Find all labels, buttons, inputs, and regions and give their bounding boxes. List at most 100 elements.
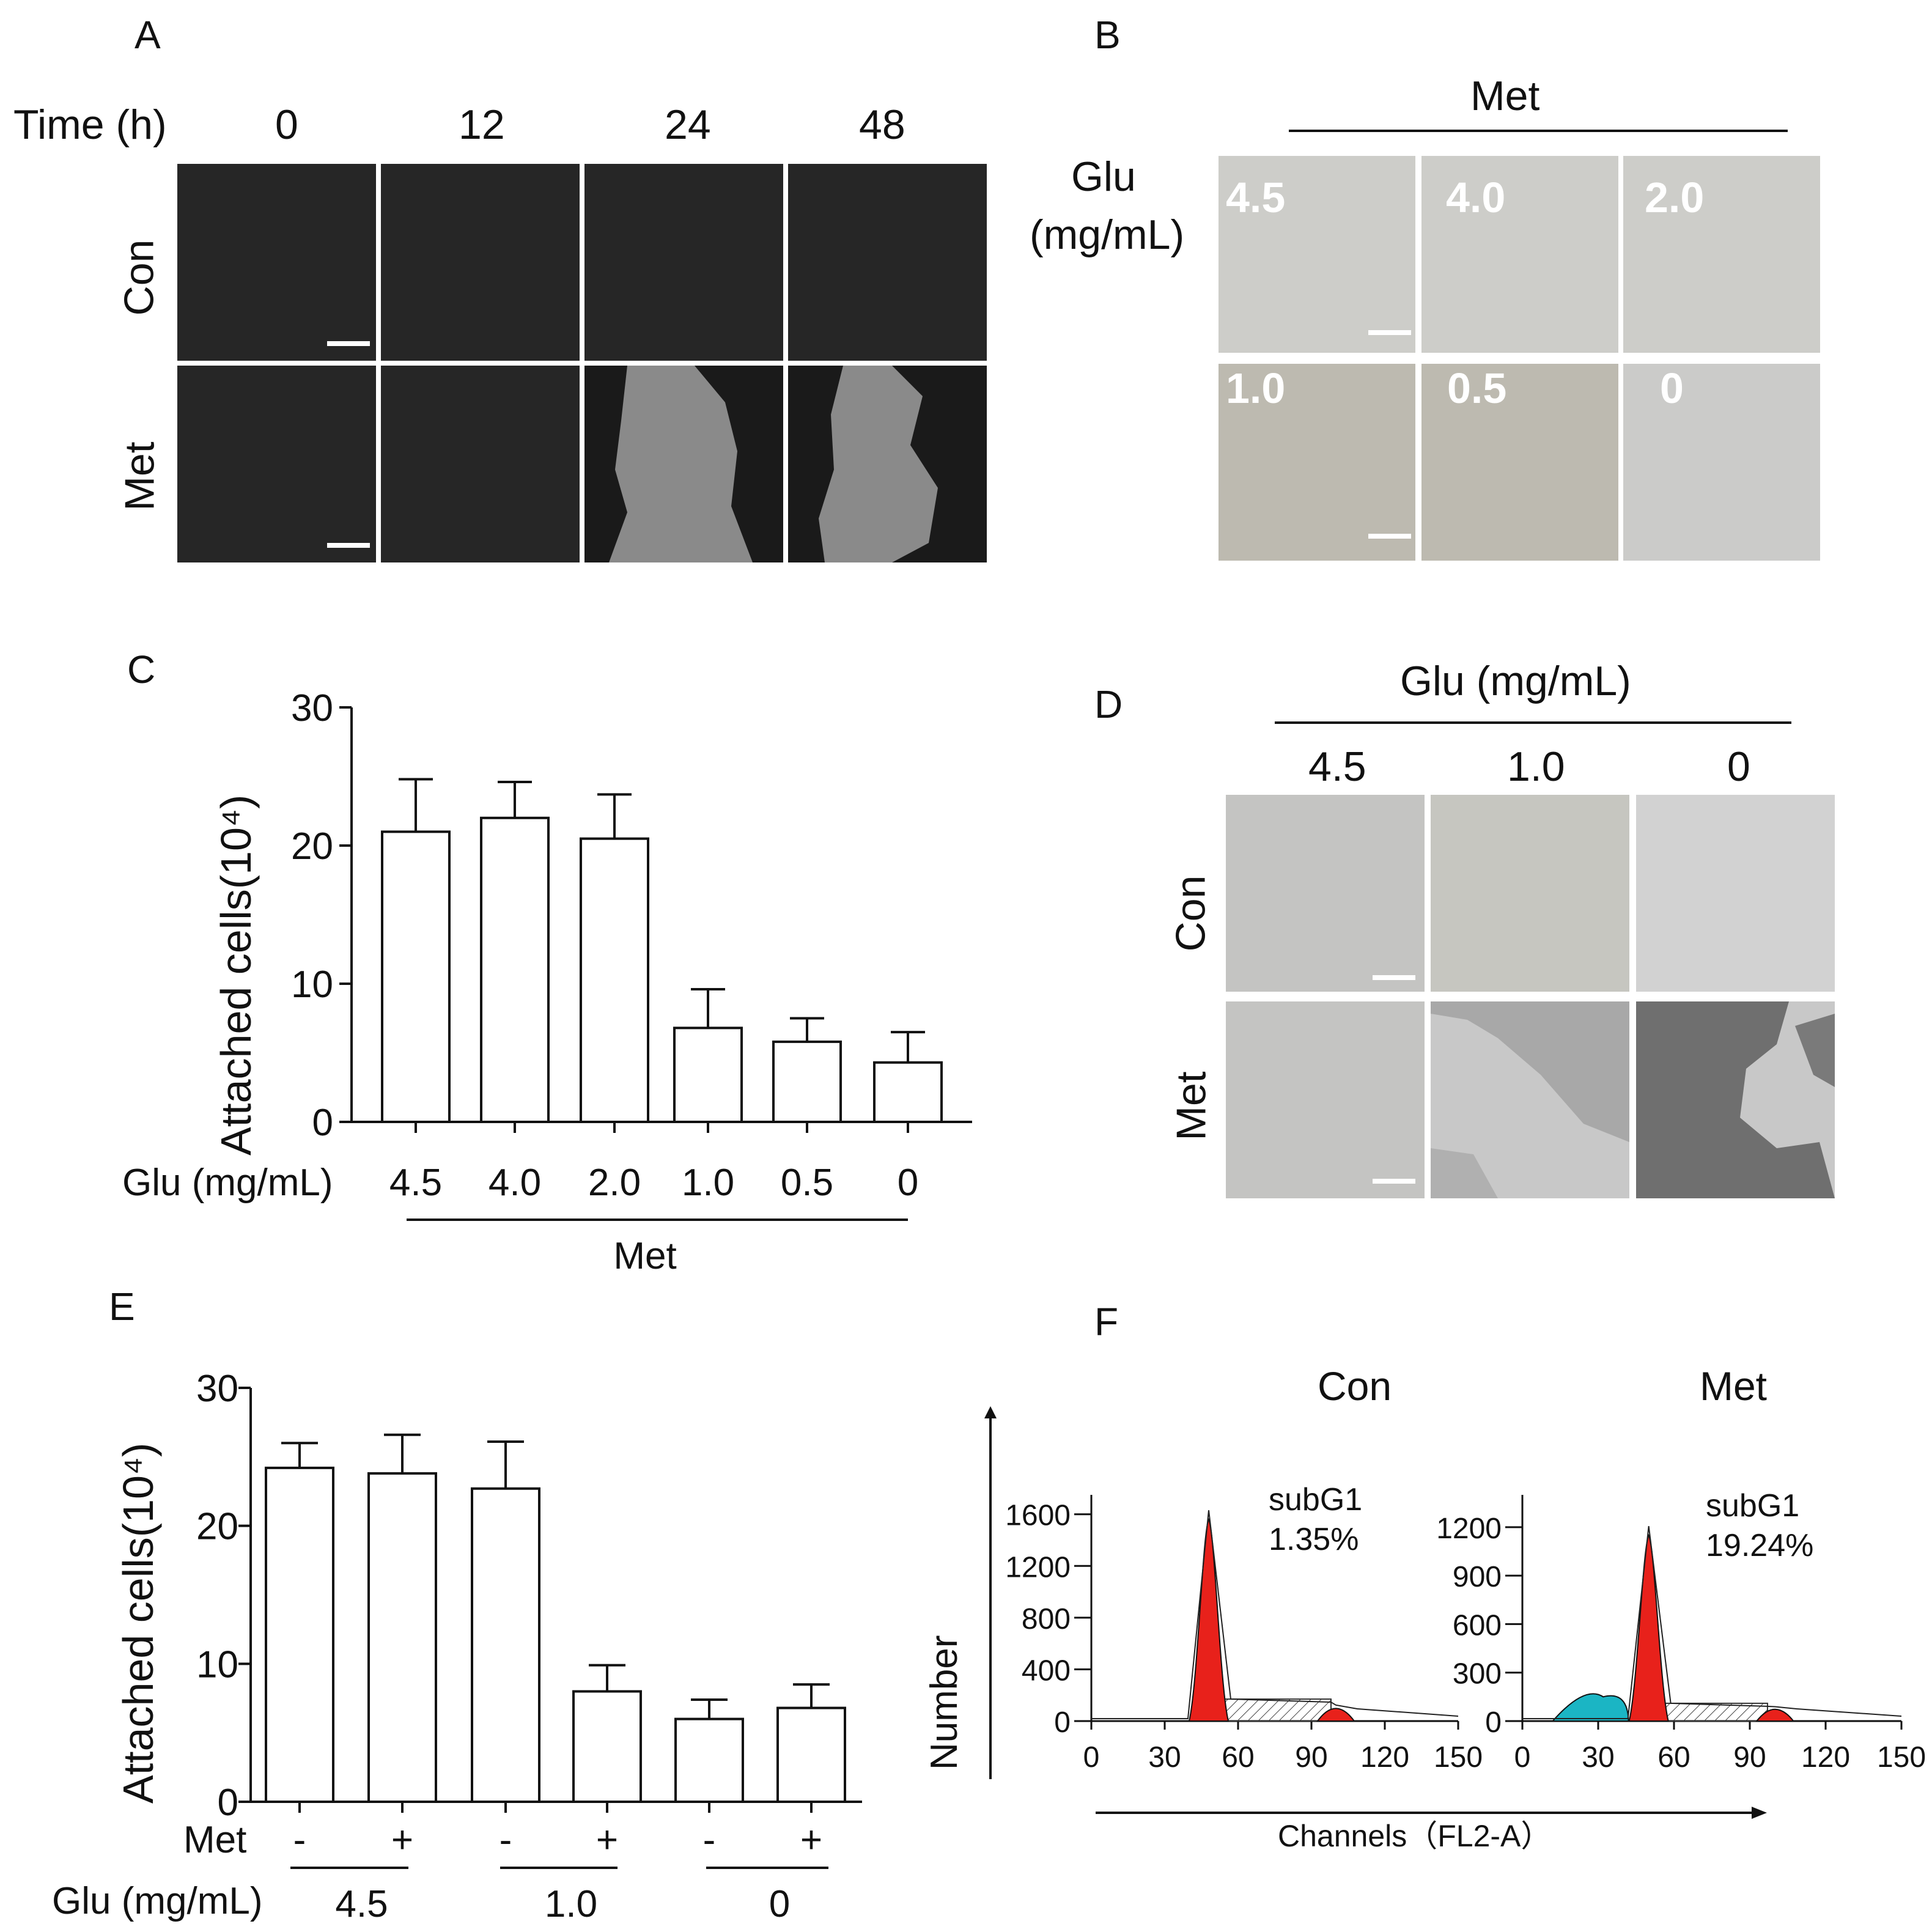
y-arrow-head bbox=[984, 1406, 997, 1418]
x-tick-label: 4.0 bbox=[489, 1162, 541, 1204]
micrograph-a-met-24h bbox=[584, 366, 783, 562]
panel-c-letter: C bbox=[127, 647, 156, 691]
glu-row-label: Glu (mg/mL) bbox=[52, 1880, 262, 1922]
x-tick-label: 30 bbox=[1582, 1741, 1614, 1774]
y-tick-label: 1600 bbox=[1005, 1500, 1071, 1532]
x-tick-label: 0 bbox=[898, 1162, 918, 1204]
bar bbox=[471, 1487, 540, 1803]
cell-cluster bbox=[609, 366, 753, 562]
y-tick-label: 10 bbox=[291, 964, 333, 1006]
met-flag: - bbox=[500, 1819, 512, 1861]
y-tick-label: 30 bbox=[291, 687, 333, 729]
panel-d-letter: D bbox=[1094, 682, 1123, 726]
micrograph-a-met-12h bbox=[381, 366, 580, 562]
d-col-0: 0 bbox=[1727, 743, 1750, 790]
b-cell-label: 0.5 bbox=[1447, 364, 1507, 412]
micrograph-b-1.0: 1.0 bbox=[1219, 364, 1415, 561]
panel-b-letter: B bbox=[1094, 13, 1121, 57]
time-48: 48 bbox=[859, 101, 905, 148]
g1-peak bbox=[1628, 1533, 1669, 1722]
scale-bar bbox=[1373, 975, 1415, 980]
scale-bar bbox=[327, 543, 370, 548]
b-glu-label: Glu bbox=[1071, 153, 1136, 200]
met-flag: - bbox=[293, 1819, 306, 1861]
x-tick-label: 4.5 bbox=[389, 1162, 442, 1204]
f-met-title: Met bbox=[1700, 1363, 1767, 1409]
met-flag: + bbox=[800, 1819, 822, 1861]
time-24: 24 bbox=[665, 101, 711, 148]
time-label: Time (h) bbox=[13, 101, 167, 148]
y-tick-label: 0 bbox=[218, 1782, 238, 1824]
chart-e: 0 10 20 30 Attached cells(10⁴) - + - + - + Met Glu (… bbox=[52, 1368, 862, 1925]
bar bbox=[772, 1040, 842, 1124]
histogram-envelope bbox=[1522, 1525, 1902, 1719]
x-tick-label: 150 bbox=[1434, 1741, 1483, 1774]
glu-group-label: 1.0 bbox=[545, 1883, 597, 1925]
y-axis-label: Attached cells(10⁴) bbox=[212, 795, 260, 1156]
d-top-rule bbox=[1275, 721, 1791, 724]
f-con-plot: 0 400 800 1200 1600 0 30 60 90 120 150 bbox=[1005, 1495, 1483, 1774]
y-tick-label: 20 bbox=[196, 1506, 238, 1548]
x-tick-label: 0.5 bbox=[781, 1162, 833, 1204]
micrograph-a-con-24h bbox=[584, 164, 783, 361]
micrograph-a-con-12h bbox=[381, 164, 580, 361]
y-tick-label: 1200 bbox=[1436, 1513, 1502, 1545]
y-tick-label: 900 bbox=[1453, 1561, 1502, 1593]
x-tick-label: 90 bbox=[1295, 1741, 1327, 1774]
x-tick-label: 120 bbox=[1801, 1741, 1850, 1774]
x-tick-label: 2.0 bbox=[588, 1162, 641, 1204]
b-top-rule bbox=[1289, 130, 1788, 132]
bar bbox=[673, 1027, 743, 1123]
glu-row-label: Glu (mg/mL) bbox=[122, 1162, 333, 1204]
bar bbox=[381, 830, 451, 1124]
micrograph-b-4.0: 4.0 bbox=[1421, 156, 1618, 353]
f-xlabel: Channels（FL2-A） bbox=[1278, 1819, 1551, 1853]
d-col-4.5: 4.5 bbox=[1308, 743, 1366, 790]
histogram-envelope bbox=[1091, 1510, 1459, 1719]
y-tick-label: 30 bbox=[196, 1368, 238, 1410]
y-tick-label: 800 bbox=[1022, 1603, 1071, 1635]
x-tick-label: 120 bbox=[1360, 1741, 1409, 1774]
f-con-subg1-label: subG1 bbox=[1269, 1482, 1362, 1517]
x-tick-label: 90 bbox=[1733, 1741, 1766, 1774]
cell-cluster bbox=[819, 366, 938, 562]
x-tick-label: 1.0 bbox=[682, 1162, 734, 1204]
time-12: 12 bbox=[459, 101, 505, 148]
micrograph-b-2.0: 2.0 bbox=[1623, 156, 1820, 353]
b-top-label: Met bbox=[1470, 73, 1540, 119]
micrograph-d-met-0 bbox=[1636, 1001, 1835, 1198]
scale-bar bbox=[1368, 534, 1411, 539]
x-tick-label: 150 bbox=[1877, 1741, 1926, 1774]
b-cell-label: 4.5 bbox=[1226, 174, 1286, 221]
f-con-title: Con bbox=[1318, 1363, 1392, 1409]
g2-peak bbox=[1316, 1708, 1355, 1722]
b-glu-unit: (mg/mL) bbox=[1030, 212, 1185, 258]
x-tick-label: 30 bbox=[1148, 1741, 1181, 1774]
d-top-label: Glu (mg/mL) bbox=[1400, 658, 1631, 704]
micrograph-a-con-48h bbox=[788, 164, 987, 361]
b-cell-label: 1.0 bbox=[1226, 364, 1286, 412]
bar bbox=[674, 1717, 744, 1804]
g2-peak bbox=[1755, 1708, 1795, 1722]
micrograph-b-0.5: 0.5 bbox=[1421, 364, 1618, 561]
x-tick-label: 60 bbox=[1657, 1741, 1690, 1774]
y-tick-label: 20 bbox=[291, 825, 333, 868]
f-met-plot: 0 300 600 900 1200 0 30 60 90 120 150 bbox=[1436, 1495, 1926, 1774]
x-tick-label: 0 bbox=[1083, 1741, 1100, 1774]
bar bbox=[572, 1690, 642, 1803]
micrograph-d-con-1.0 bbox=[1431, 795, 1629, 992]
panel-e-letter: E bbox=[109, 1285, 135, 1329]
y-tick-label: 600 bbox=[1453, 1609, 1502, 1642]
scale-bar bbox=[1373, 1179, 1415, 1184]
micrograph-b-4.5: 4.5 bbox=[1219, 156, 1415, 353]
y-axis-label: Attached cells(10⁴) bbox=[114, 1443, 162, 1804]
x-arrow-head bbox=[1752, 1807, 1767, 1819]
group-label: Met bbox=[613, 1235, 676, 1277]
d-row-met: Met bbox=[1168, 1071, 1215, 1141]
met-flag: + bbox=[596, 1819, 618, 1861]
cell-cluster bbox=[1431, 1001, 1629, 1198]
micrograph-d-con-0 bbox=[1636, 795, 1835, 992]
bar bbox=[265, 1466, 334, 1804]
f-met-subg1-label: subG1 bbox=[1706, 1488, 1799, 1524]
f-ylabel: Number bbox=[923, 1635, 965, 1770]
